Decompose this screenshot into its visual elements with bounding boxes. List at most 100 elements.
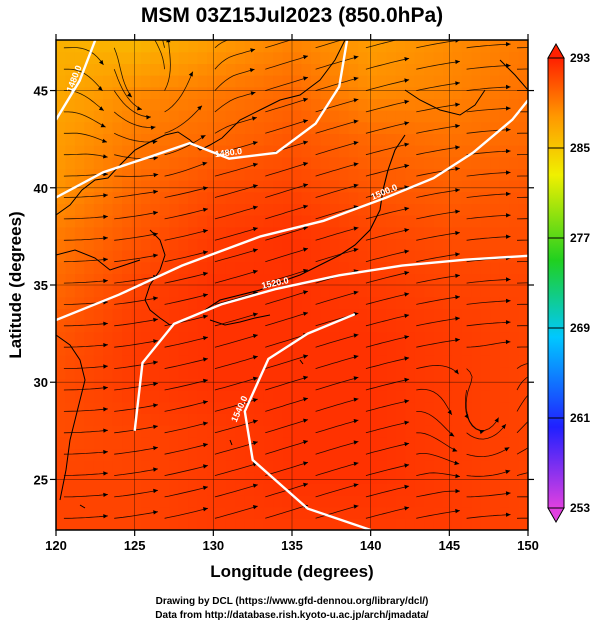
field-cell	[292, 378, 302, 391]
field-cell	[471, 390, 482, 403]
field-cell	[74, 413, 85, 426]
field-cell	[56, 145, 66, 158]
field-cell	[56, 238, 66, 251]
streamline-arrow	[455, 295, 460, 300]
field-cell	[358, 471, 369, 484]
field-cell	[452, 145, 463, 158]
field-cell	[169, 203, 180, 216]
field-cell	[197, 51, 208, 64]
field-cell	[188, 261, 199, 274]
streamline-arrow	[404, 228, 410, 233]
streamline-arrow	[353, 354, 359, 360]
streamline-arrow	[153, 296, 158, 301]
field-cell	[235, 320, 246, 333]
streamline	[365, 336, 410, 348]
field-cell	[112, 471, 123, 484]
field-cell	[528, 518, 538, 530]
field-cell	[65, 98, 76, 111]
field-cell	[471, 215, 482, 228]
field-cell	[207, 436, 217, 449]
field-cell	[282, 63, 293, 76]
streamline-arrow	[455, 145, 460, 150]
streamline	[315, 56, 359, 70]
field-cell	[329, 110, 340, 123]
field-cell	[348, 331, 359, 344]
field-cell	[282, 238, 293, 251]
field-cell	[188, 98, 199, 111]
field-cell	[65, 75, 76, 88]
field-cell	[310, 518, 321, 530]
streamline-arrow	[203, 464, 208, 469]
field-cell	[244, 51, 255, 64]
field-cell	[65, 296, 76, 309]
x-tick-label: 130	[202, 538, 224, 553]
field-cell	[273, 63, 284, 76]
field-cell	[273, 191, 284, 204]
field-cell	[292, 168, 302, 181]
field-cell	[84, 261, 95, 274]
streamline	[516, 303, 528, 305]
field-cell	[528, 285, 538, 297]
streamline	[164, 294, 208, 305]
field-cell	[509, 425, 520, 438]
field-cell	[292, 355, 302, 368]
field-cell	[207, 250, 217, 263]
field-cell	[159, 168, 170, 181]
field-cell	[188, 238, 199, 251]
field-cell	[395, 378, 406, 391]
field-cell	[414, 110, 425, 123]
field-cell	[141, 215, 151, 228]
streamline	[416, 339, 460, 348]
field-cell	[74, 343, 85, 356]
field-cell	[225, 98, 236, 111]
field-cell	[414, 483, 425, 496]
field-cell	[424, 191, 435, 204]
streamline	[265, 162, 309, 177]
field-cell	[490, 191, 501, 204]
field-cell	[188, 413, 199, 426]
field-cell	[207, 110, 217, 123]
field-cell	[490, 40, 501, 53]
field-cell	[386, 425, 397, 438]
field-cell	[329, 215, 340, 228]
field-cell	[188, 378, 199, 391]
streamline	[315, 141, 359, 156]
field-cell	[225, 390, 236, 403]
field-cell	[499, 98, 510, 111]
field-cell	[93, 460, 104, 473]
field-cell	[282, 355, 293, 368]
streamline	[214, 91, 256, 113]
streamline	[114, 174, 159, 177]
field-cell	[405, 40, 416, 53]
field-cell	[254, 51, 265, 64]
field-cell	[244, 86, 255, 99]
streamline-arrow	[303, 119, 308, 124]
field-cell	[112, 320, 123, 333]
field-cell	[254, 401, 265, 414]
field-cell	[339, 215, 350, 228]
streamline	[365, 58, 410, 70]
field-cell	[518, 168, 528, 181]
field-cell	[122, 390, 133, 403]
field-cell	[216, 180, 227, 193]
field-cell	[509, 343, 520, 356]
streamline-arrow	[303, 290, 308, 295]
field-cell	[386, 156, 397, 169]
streamline	[416, 432, 458, 452]
field-cell	[405, 110, 416, 123]
field-cell	[141, 413, 151, 426]
field-cell	[273, 51, 284, 64]
field-cell	[452, 215, 463, 228]
streamline	[164, 187, 208, 198]
field-cell	[197, 518, 208, 530]
field-cell	[244, 75, 255, 88]
field-cell	[528, 180, 538, 192]
field-cell	[414, 436, 425, 449]
field-cell	[310, 331, 321, 344]
field-cell	[405, 518, 416, 530]
field-cell	[216, 285, 227, 298]
field-cell	[65, 261, 76, 274]
streamline-arrow	[404, 249, 410, 254]
field-cell	[377, 75, 387, 88]
field-cell	[188, 506, 199, 519]
